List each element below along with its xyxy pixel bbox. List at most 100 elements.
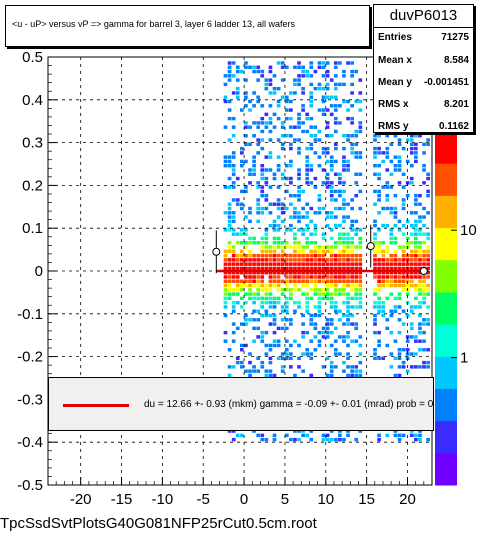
heatmap-cell — [268, 223, 273, 228]
heatmap-cell — [325, 335, 330, 339]
heatmap-cell — [426, 245, 430, 249]
heatmap-cell — [338, 181, 342, 185]
heatmap-cell — [397, 330, 402, 335]
heatmap-cell — [346, 159, 350, 164]
heatmap-cell — [227, 206, 232, 211]
heatmap-cell — [346, 134, 350, 138]
heatmap-cell — [256, 309, 261, 313]
heatmap-cell — [338, 275, 342, 279]
heatmap-cell — [260, 69, 265, 74]
heatmap-cell — [231, 198, 236, 202]
heatmap-cell — [235, 198, 240, 202]
heatmap-cell — [313, 176, 318, 181]
heatmap-cell — [280, 318, 285, 322]
heatmap-cell — [268, 343, 273, 348]
heatmap-cell — [284, 283, 289, 288]
heatmap-cell — [260, 164, 265, 168]
heatmap-cell — [393, 134, 398, 138]
heatmap-cell — [405, 369, 410, 373]
heatmap-cell — [301, 266, 305, 271]
heatmap-cell — [422, 253, 426, 258]
heatmap-cell — [268, 202, 273, 206]
heatmap-cell — [373, 348, 377, 352]
heatmap-cell — [309, 253, 314, 258]
heatmap-cell — [227, 279, 232, 283]
heatmap-cell — [329, 437, 334, 442]
heatmap-cell — [223, 258, 228, 262]
heatmap-cell — [377, 343, 381, 348]
heatmap-cell — [268, 91, 273, 95]
heatmap-cell — [342, 168, 346, 172]
heatmap-cell — [268, 369, 273, 373]
heatmap-cell — [289, 262, 293, 266]
heatmap-cell — [301, 91, 305, 95]
heatmap-cell — [264, 292, 269, 296]
palette-tick-label: 10 — [460, 222, 477, 239]
y-tick-label: 0.3 — [22, 135, 43, 152]
heatmap-cell — [293, 429, 297, 433]
heatmap-cell — [227, 275, 232, 279]
heatmap-cell — [329, 112, 334, 117]
heatmap-cell — [414, 193, 418, 198]
heatmap-cell — [377, 305, 381, 309]
heatmap-cell — [272, 112, 277, 117]
heatmap-cell — [276, 241, 281, 245]
heatmap-cell — [354, 258, 359, 262]
heatmap-cell — [354, 228, 359, 232]
heatmap-cell — [227, 164, 232, 168]
heatmap-cell — [418, 313, 422, 318]
heatmap-cell — [409, 309, 414, 313]
heatmap-cell — [426, 283, 430, 288]
heatmap-cell — [325, 146, 330, 151]
heatmap-cell — [305, 228, 310, 232]
heatmap-cell — [373, 134, 377, 138]
heatmap-cell — [389, 228, 394, 232]
heatmap-cell — [377, 245, 381, 249]
heatmap-cell — [321, 271, 326, 275]
heatmap-cell — [244, 241, 248, 245]
heatmap-cell — [244, 266, 248, 271]
heatmap-cell — [256, 121, 261, 125]
heatmap-cell — [422, 279, 426, 283]
heatmap-cell — [377, 271, 381, 275]
heatmap-cell — [305, 262, 310, 266]
heatmap-cell — [240, 189, 244, 194]
heatmap-cell — [397, 352, 402, 356]
heatmap-cell — [256, 326, 261, 331]
heatmap-cell — [350, 258, 354, 262]
heatmap-cell — [426, 176, 430, 181]
heatmap-cell — [240, 305, 244, 309]
heatmap-cell — [358, 108, 363, 112]
heatmap-cell — [305, 112, 310, 117]
heatmap-cell — [256, 433, 261, 438]
heatmap-cell — [313, 283, 318, 288]
heatmap-cell — [264, 168, 269, 172]
heatmap-cell — [414, 151, 418, 155]
heatmap-cell — [418, 339, 422, 343]
heatmap-cell — [338, 121, 342, 125]
heatmap-cell — [272, 271, 277, 275]
heatmap-cell — [252, 168, 256, 172]
heatmap-cell — [284, 65, 289, 69]
heatmap-cell — [248, 360, 252, 365]
heatmap-cell — [397, 433, 402, 438]
heatmap-cell — [414, 232, 418, 236]
heatmap-cell — [346, 365, 350, 369]
heatmap-cell — [338, 241, 342, 245]
heatmap-cell — [235, 433, 240, 438]
heatmap-cell — [227, 283, 232, 288]
heatmap-cell — [256, 202, 261, 206]
heatmap-cell — [313, 228, 318, 232]
heatmap-cell — [389, 352, 394, 356]
heatmap-cell — [377, 211, 381, 215]
heatmap-cell — [329, 266, 334, 271]
heatmap-cell — [397, 142, 402, 147]
heatmap-cell — [373, 318, 377, 322]
heatmap-cell — [350, 134, 354, 138]
heatmap-cell — [305, 266, 310, 271]
heatmap-cell — [289, 215, 293, 219]
heatmap-cell — [276, 356, 281, 361]
heatmap-cell — [309, 258, 314, 262]
heatmap-cell — [284, 288, 289, 292]
heatmap-cell — [342, 275, 346, 279]
